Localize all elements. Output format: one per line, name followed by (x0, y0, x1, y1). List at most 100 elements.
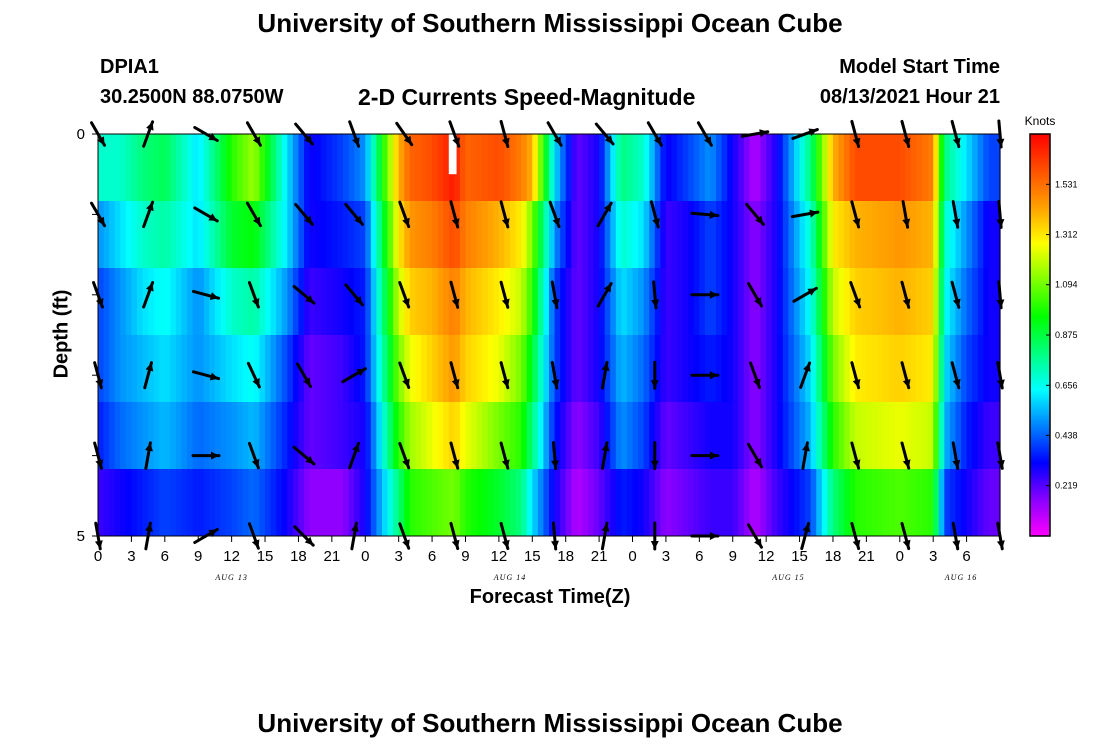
heatmap-cell (320, 134, 327, 202)
heatmap-cell (899, 134, 906, 202)
heatmap-cell (181, 134, 188, 202)
heatmap-cell (326, 335, 333, 403)
heatmap-cell (660, 268, 667, 336)
heatmap-cell (699, 402, 706, 470)
heatmap-cell (175, 335, 183, 403)
heatmap-cell (994, 402, 1001, 470)
current-arrow (900, 441, 911, 470)
heatmap-cell (120, 134, 127, 202)
heatmap-cell (476, 335, 483, 403)
heatmap-cell (142, 402, 149, 470)
heatmap-cell (883, 469, 890, 537)
heatmap-cell (281, 335, 288, 403)
heatmap-cell (515, 134, 522, 202)
heatmap-cell (905, 201, 912, 269)
heatmap-cell (922, 201, 929, 269)
date-label: AUG 14 (493, 573, 526, 582)
heatmap-cell (832, 335, 840, 403)
heatmap-cell (370, 201, 377, 269)
current-arrow (900, 280, 911, 309)
heatmap-cell (159, 268, 166, 336)
heatmap-cell (198, 469, 205, 537)
heatmap-cell (916, 469, 923, 537)
heatmap-cell (365, 402, 372, 470)
heatmap-cell (565, 268, 572, 336)
heatmap-cell (276, 335, 283, 403)
heatmap-cell (309, 134, 316, 202)
heatmap-cell (671, 469, 678, 537)
heatmap-cell (181, 335, 188, 403)
heatmap-cell (510, 134, 517, 202)
heatmap-cell (287, 268, 294, 336)
heatmap-cell (710, 335, 717, 403)
x-tick-label: 0 (628, 548, 636, 565)
heatmap-cell (704, 402, 712, 470)
heatmap-cell (688, 335, 695, 403)
date-label: AUG 15 (771, 573, 804, 582)
heatmap-cell (632, 469, 639, 537)
heatmap-cell (899, 268, 906, 336)
heatmap-cell (649, 402, 656, 470)
heatmap-cell (164, 268, 171, 336)
heatmap-cell (398, 201, 405, 269)
heatmap-cell (159, 335, 166, 403)
heatmap-cell (961, 268, 968, 336)
colorbar-tick-label: 0.875 (1055, 330, 1078, 340)
heatmap-cells (98, 134, 1001, 537)
heatmap-cell (242, 469, 249, 537)
heatmap-cell (304, 469, 311, 537)
heatmap-cell (766, 335, 773, 403)
heatmap-cell (170, 134, 177, 202)
heatmap-cell (743, 268, 751, 336)
heatmap-cell (276, 201, 283, 269)
heatmap-cell (994, 134, 1001, 202)
heatmap-cell (504, 402, 511, 470)
heatmap-cell (599, 402, 606, 470)
heatmap-cell (532, 469, 539, 537)
heatmap-cell (805, 201, 812, 269)
heatmap-cell (498, 402, 506, 470)
x-tick-label: 15 (257, 548, 274, 565)
heatmap-cell (638, 469, 645, 537)
heatmap-cell (114, 134, 121, 202)
x-tick-label: 3 (662, 548, 670, 565)
heatmap-cell (409, 469, 416, 537)
heatmap-cell (159, 201, 166, 269)
heatmap-cell (710, 201, 717, 269)
heatmap-cell (415, 335, 422, 403)
heatmap-cell (454, 201, 461, 269)
heatmap-cell (755, 469, 762, 537)
heatmap-cell (721, 469, 728, 537)
heatmap-cell (426, 335, 433, 403)
x-tick-label: 21 (324, 548, 341, 565)
heatmap-cell (292, 469, 300, 537)
heatmap-cell (298, 469, 305, 537)
heatmap-cell (320, 201, 327, 269)
y-tick-label: 0 (77, 126, 85, 143)
heatmap-cell (510, 335, 517, 403)
heatmap-cell (448, 268, 455, 336)
heatmap-cell (977, 268, 984, 336)
heatmap-cell (905, 402, 912, 470)
heatmap-cell (860, 268, 867, 336)
heatmap-cell (793, 201, 801, 269)
heatmap-cell (359, 134, 366, 202)
heatmap-cell (727, 134, 734, 202)
heatmap-cell (983, 134, 990, 202)
heatmap-cell (938, 201, 945, 269)
heatmap-cell (265, 201, 272, 269)
heatmap-cell (532, 134, 539, 202)
current-arrow (398, 200, 411, 229)
heatmap-cell (571, 134, 578, 202)
heatmap-cell (988, 134, 996, 202)
current-arrow (191, 289, 221, 300)
heatmap-cell (304, 402, 311, 470)
heatmap-cell (437, 201, 444, 269)
heatmap-cell (226, 402, 233, 470)
heatmap-cell (265, 335, 272, 403)
heatmap-cell (409, 201, 416, 269)
heatmap-cell (716, 268, 723, 336)
current-arrow (191, 451, 221, 460)
heatmap-cell (432, 134, 439, 202)
heatmap-cell (471, 469, 478, 537)
